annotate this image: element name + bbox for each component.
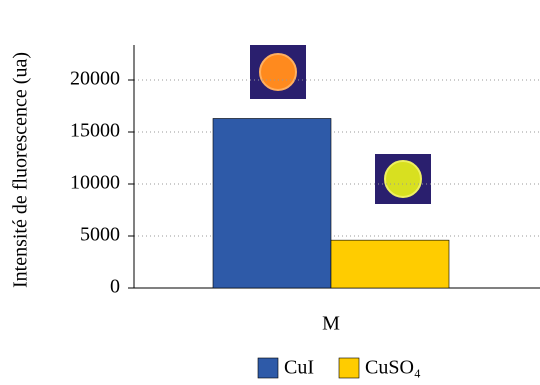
legend-label: CuI: [284, 357, 314, 379]
y-axis-label: Intensité de fluorescence (ua): [10, 52, 32, 288]
y-tick-label: 0: [110, 276, 120, 298]
orange-sample-image: [250, 45, 306, 99]
legend-swatch: [257, 357, 279, 379]
legend-label: CuSO₄: [365, 357, 421, 379]
legend-swatch: [338, 357, 360, 379]
y-tick-label: 20000: [70, 68, 120, 90]
y-tick-label: 15000: [70, 120, 120, 142]
bar: [212, 118, 332, 289]
bar: [330, 239, 450, 289]
y-tick-label: 10000: [70, 172, 120, 194]
yellow-sample-image: [375, 154, 431, 204]
y-tick-label: 5000: [80, 224, 120, 246]
x-tick-label: M: [322, 313, 340, 335]
